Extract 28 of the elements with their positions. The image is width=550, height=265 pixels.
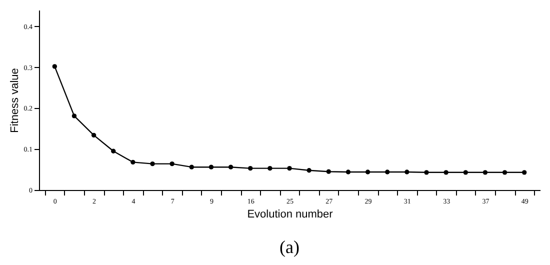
point (91, 132, 96, 138)
point (326, 169, 331, 174)
point (385, 170, 390, 174)
point (170, 161, 174, 166)
point (482, 170, 488, 175)
point (248, 166, 253, 171)
point (287, 166, 292, 171)
y-axis-title: Fitness value (8, 68, 21, 133)
point (130, 160, 136, 165)
point (502, 170, 508, 175)
point (72, 114, 77, 118)
point (150, 161, 155, 166)
point (404, 170, 410, 174)
x-axis-title: Evolution number (247, 208, 334, 220)
point (522, 170, 527, 175)
point (111, 148, 116, 154)
point (52, 64, 57, 69)
point (306, 168, 312, 173)
point (444, 170, 448, 175)
point (424, 170, 429, 175)
point (268, 166, 272, 171)
text: (a) (280, 237, 300, 257)
point (228, 164, 234, 170)
point (208, 164, 214, 170)
point (365, 170, 370, 174)
point (346, 170, 351, 174)
point (463, 170, 468, 175)
point (189, 164, 194, 170)
